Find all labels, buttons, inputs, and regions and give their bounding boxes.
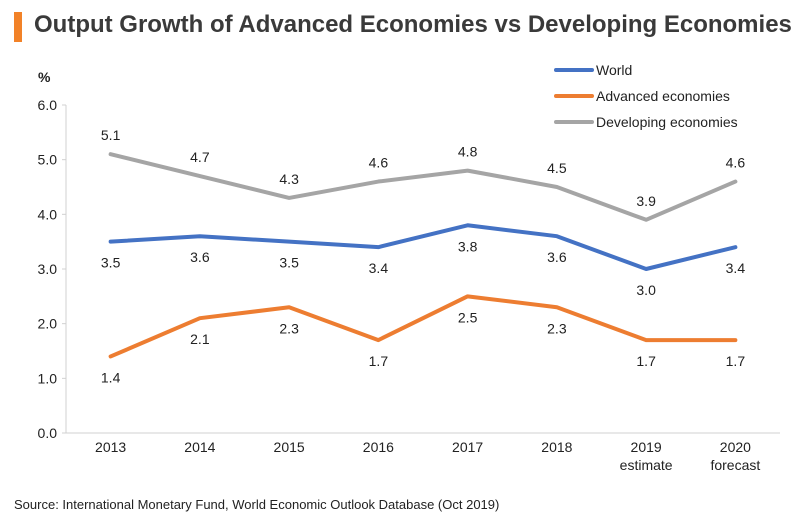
data-label: 4.3 (279, 171, 299, 187)
series-line-advanced-economies (108, 294, 738, 359)
x-tick-label: 2013 (95, 439, 126, 455)
chart-title: Output Growth of Advanced Economies vs D… (34, 11, 792, 38)
data-label: 3.5 (279, 255, 299, 271)
legend-label: Developing economies (596, 114, 738, 130)
data-label: 3.4 (369, 260, 389, 276)
data-label: 3.6 (190, 249, 210, 265)
data-label: 3.8 (458, 238, 478, 254)
data-label: 2.3 (547, 320, 567, 336)
y-tick-label: 4.0 (38, 206, 58, 222)
data-label: 2.3 (279, 320, 299, 336)
x-tick-label: 2020 (720, 439, 751, 455)
data-label: 3.6 (547, 249, 567, 265)
data-label: 3.5 (101, 255, 121, 271)
y-tick-label: 0.0 (38, 425, 58, 441)
data-label: 2.5 (458, 309, 478, 325)
data-label: 3.4 (726, 260, 746, 276)
data-label: 1.7 (636, 353, 656, 369)
series-line-developing-economies (108, 152, 738, 222)
data-label: 4.6 (726, 155, 746, 171)
y-tick-label: 1.0 (38, 370, 58, 386)
source-note: Source: International Monetary Fund, Wor… (14, 497, 500, 512)
y-tick-label: 6.0 (38, 97, 58, 113)
data-label: 3.9 (636, 193, 656, 209)
line-chart: % 0.0 1.0 2.0 3.0 4.0 5.0 6.0 2013 2014 2015 2016 20… (38, 62, 780, 473)
x-tick-label: forecast (710, 457, 760, 473)
x-tick-label: 2017 (452, 439, 483, 455)
x-tick-label: 2019 (631, 439, 662, 455)
data-label: 4.5 (547, 160, 567, 176)
x-tick-label: 2015 (274, 439, 305, 455)
series-line-world (108, 223, 738, 271)
data-label: 5.1 (101, 127, 121, 143)
y-tick-label: 5.0 (38, 152, 58, 168)
data-label: 1.4 (101, 369, 121, 385)
data-label: 4.7 (190, 149, 210, 165)
data-label: 1.7 (726, 353, 746, 369)
data-label: 1.7 (369, 353, 389, 369)
data-label: 2.1 (190, 331, 210, 347)
x-tick-label: estimate (620, 457, 673, 473)
x-tick-label: 2014 (184, 439, 215, 455)
legend-label: Advanced economies (596, 88, 730, 104)
y-tick-label: 3.0 (38, 261, 58, 277)
data-label: 3.0 (636, 282, 656, 298)
data-label: 4.6 (369, 155, 389, 171)
y-axis-unit-label: % (38, 69, 51, 85)
x-tick-label: 2016 (363, 439, 394, 455)
x-tick-label: 2018 (541, 439, 572, 455)
title-accent-bar (14, 12, 22, 42)
data-label: 4.8 (458, 144, 478, 160)
legend-label: World (596, 62, 632, 78)
y-tick-label: 2.0 (38, 316, 58, 332)
